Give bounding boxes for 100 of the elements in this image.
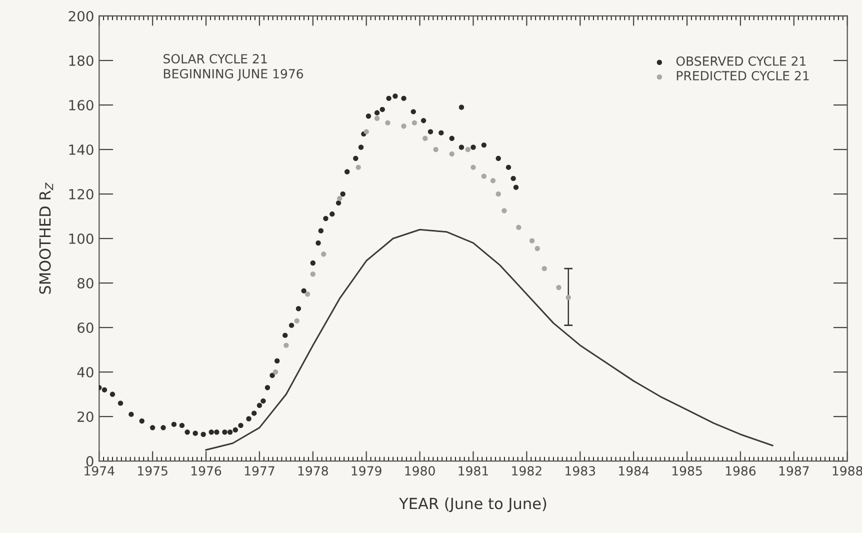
x-tick-label: 1984 [619, 466, 649, 476]
point [449, 136, 454, 141]
annotation: SOLAR CYCLE 21 BEGINNING JUNE 1976 [164, 54, 304, 81]
point [422, 136, 428, 141]
point [102, 387, 108, 392]
point [184, 430, 190, 435]
point [433, 146, 438, 152]
y-axis-title: SMOOTHED R$_{Z}$ [39, 182, 54, 294]
point [110, 392, 116, 397]
x-tick-label: 1987 [779, 466, 809, 476]
point [385, 120, 390, 126]
point [200, 432, 206, 437]
point [529, 238, 535, 244]
x-axis-title: YEAR (June to June) [398, 497, 546, 512]
point [118, 400, 124, 406]
point [401, 96, 406, 101]
point [274, 358, 280, 364]
point [282, 332, 288, 338]
point [496, 191, 501, 197]
point [534, 246, 540, 252]
point [556, 284, 562, 290]
point [438, 130, 444, 136]
y-tick-label: 180 [69, 55, 94, 66]
point [192, 430, 198, 436]
y-tick-label: 120 [69, 188, 94, 200]
point [270, 372, 275, 378]
y-tick-label: 100 [69, 233, 94, 244]
point [227, 430, 233, 435]
point [481, 174, 487, 179]
point [516, 224, 522, 230]
point [296, 306, 302, 312]
point [470, 164, 476, 170]
point [506, 164, 512, 170]
point [284, 342, 289, 348]
point [301, 288, 306, 294]
y-tick-label: 20 [78, 412, 94, 422]
point [366, 114, 372, 119]
point [374, 116, 380, 121]
x-tick-label: 1978 [298, 466, 328, 476]
x-tick-label: 1974 [84, 466, 114, 476]
point [150, 425, 156, 430]
point [513, 184, 519, 190]
point [272, 369, 278, 375]
point [458, 104, 464, 110]
point [358, 144, 364, 150]
x-tick-label: 1982 [512, 466, 542, 476]
legend-label: PREDICTED CYCLE 21 [676, 70, 809, 80]
x-tick-label: 1983 [566, 466, 596, 476]
point [310, 260, 316, 266]
point [510, 176, 516, 182]
point [490, 178, 496, 184]
point [294, 318, 300, 324]
point [470, 144, 476, 150]
point [344, 169, 350, 174]
point [330, 211, 335, 217]
point [318, 228, 324, 234]
y-tick-label: 0 [86, 456, 94, 467]
x-tick-label: 1976 [191, 466, 222, 476]
point [316, 240, 321, 246]
point [256, 402, 262, 408]
point [288, 322, 294, 328]
point [386, 96, 392, 101]
point [374, 110, 380, 116]
x-tick-label: 1985 [672, 466, 702, 476]
x-tick-label: 1981 [458, 466, 488, 476]
point [410, 109, 416, 114]
point [356, 164, 361, 170]
y-tick-label: 40 [77, 367, 94, 378]
point [458, 144, 464, 150]
point [401, 124, 406, 129]
point [420, 118, 426, 124]
point [252, 410, 257, 416]
point [160, 425, 166, 430]
point [353, 156, 358, 162]
point [566, 294, 571, 300]
point [340, 191, 346, 197]
point [171, 422, 177, 427]
x-tick-label: 1975 [138, 466, 168, 476]
x-tick-label: 1979 [352, 466, 382, 476]
point [496, 156, 501, 162]
point [214, 430, 220, 435]
y-tick-label: 60 [78, 322, 94, 334]
point [222, 430, 228, 435]
point [481, 142, 487, 148]
point [364, 129, 369, 134]
point [304, 292, 310, 297]
x-tick-label: 1980 [405, 466, 435, 476]
x-tick-label: 1988 [832, 466, 862, 476]
point [246, 416, 252, 422]
y-tick-label: 80 [78, 278, 94, 288]
point [502, 208, 507, 214]
point [208, 430, 214, 435]
point [392, 93, 398, 99]
point [260, 398, 266, 404]
point [465, 146, 471, 152]
y-tick-label: 160 [69, 100, 94, 110]
y-tick-label: 200 [68, 10, 94, 22]
point [264, 384, 270, 390]
point [238, 422, 244, 428]
legend-label: OBSERVED CYCLE 21 [676, 56, 806, 66]
